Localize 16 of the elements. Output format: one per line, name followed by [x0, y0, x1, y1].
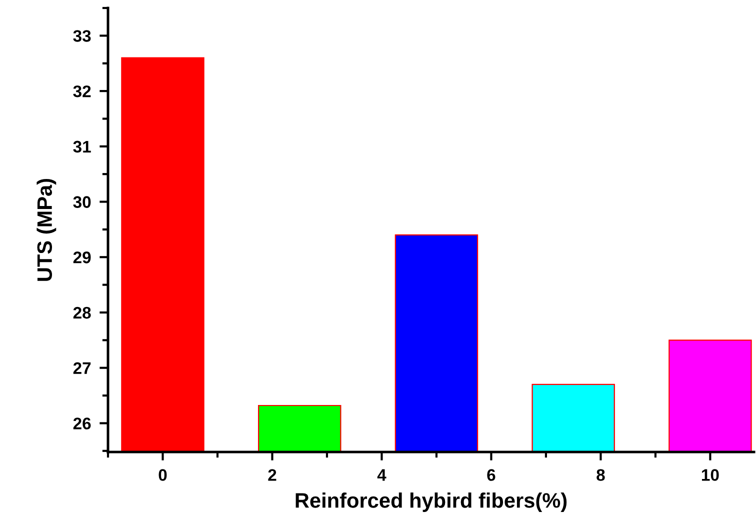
y-tick-label: 28 [73, 306, 91, 319]
x-tick-label: 10 [702, 469, 719, 481]
y-tick-label: 33 [73, 30, 91, 42]
y-tick-label: 31 [73, 140, 91, 153]
y-axis-title: UTS (MPa) [36, 178, 56, 281]
y-tick-label: 29 [73, 252, 91, 264]
y-tick-label: 27 [73, 362, 91, 374]
y-tick-label: 32 [73, 85, 91, 98]
x-axis-title: Reinforced hybird fibers(%) [296, 492, 567, 512]
x-tick-label: 8 [596, 469, 605, 481]
x-tick-label: 2 [268, 469, 276, 481]
x-tick-label: 4 [377, 469, 386, 481]
y-tick-label: 26 [73, 418, 91, 430]
x-tick-label: 6 [487, 469, 496, 481]
y-tick-label: 30 [73, 196, 91, 208]
x-tick-label: 0 [158, 469, 167, 481]
